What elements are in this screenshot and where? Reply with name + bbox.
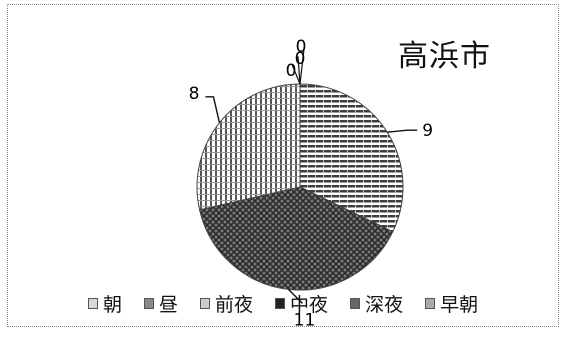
legend-label-3: 前夜 (215, 294, 254, 316)
legend-swatch-6 (425, 298, 436, 309)
leader-line-6 (299, 48, 305, 85)
pie-slice-4 (198, 186, 394, 291)
leader-line-3 (387, 129, 418, 133)
legend-item-2: 昼 (144, 290, 178, 317)
legend-label-5: 深夜 (365, 294, 404, 316)
legend-label-1: 朝 (103, 294, 123, 316)
legend-item-3: 前夜 (200, 290, 253, 317)
legend-item-1: 朝 (88, 290, 122, 317)
legend-label-4: 中夜 (290, 294, 329, 316)
legend-swatch-2 (144, 298, 155, 309)
data-label-5: 8 (189, 84, 200, 104)
leader-line-2 (297, 56, 301, 85)
pie-slice-3 (299, 83, 404, 233)
leader-line-1 (291, 64, 301, 85)
legend-item-5: 深夜 (350, 290, 403, 317)
legend-label-6: 早朝 (440, 294, 479, 316)
leader-line-4 (287, 288, 303, 304)
legend-swatch-4 (275, 298, 286, 309)
legend-label-2: 昼 (159, 294, 179, 316)
leader-line-5 (205, 96, 221, 123)
data-label-2: 0 (295, 49, 306, 69)
data-label-3: 9 (422, 121, 433, 141)
chart-title: 高浜市 (398, 39, 491, 74)
chart-legend: 朝 昼 前夜 中夜 深夜 早朝 (88, 290, 478, 317)
legend-swatch-1 (88, 298, 98, 309)
data-label-6: 0 (296, 37, 307, 57)
legend-item-6: 早朝 (425, 290, 478, 317)
data-label-1: 0 (286, 61, 297, 81)
legend-swatch-5 (350, 298, 361, 309)
data-label-4: 11 (294, 310, 316, 330)
legend-item-4: 中夜 (275, 290, 328, 317)
legend-swatch-3 (200, 298, 211, 309)
pie-slice-5 (196, 83, 301, 211)
